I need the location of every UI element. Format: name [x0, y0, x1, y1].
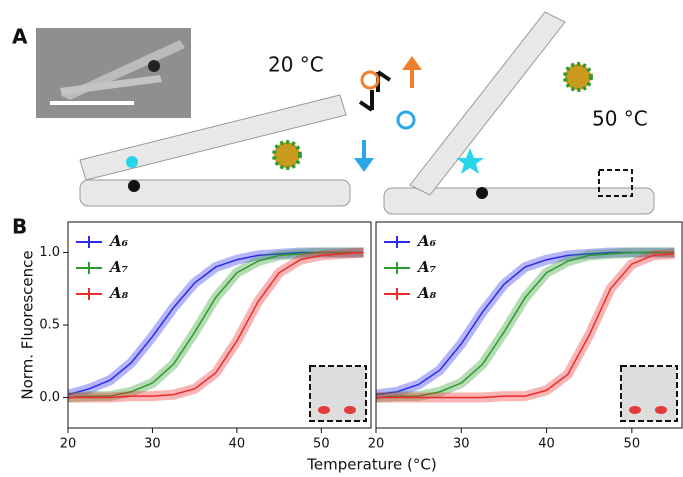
bundle-top [409, 11, 566, 196]
x-tick-label: 50 [313, 437, 330, 452]
scale-bar [50, 101, 134, 105]
inset-dot [318, 406, 330, 414]
bundle-top [79, 94, 347, 181]
arrow-up [402, 56, 422, 88]
axes-frame [67, 221, 372, 429]
charts: 20 30 40 50 0.0 0.5 1.0 A₆ A₇ A₈ Norm. Fluorescenc… [19, 221, 683, 474]
series-line [376, 251, 675, 399]
legend-label: A₆ [416, 232, 437, 250]
inset-dot [655, 406, 667, 414]
thermometer-icon [396, 110, 416, 130]
x-tick-label: 30 [453, 437, 470, 452]
equilibrium-arrow [358, 90, 374, 112]
gold-particle [563, 62, 593, 92]
temperature-label: 50 °C [592, 107, 648, 131]
bundle-bottom [383, 187, 655, 215]
y-axis-label: Norm. Fluorescence [19, 250, 37, 399]
inset-dot [629, 406, 641, 414]
axes-frame [375, 221, 683, 429]
x-tick-label: 50 [624, 437, 641, 452]
panel-label: A [12, 25, 28, 49]
marker [456, 148, 484, 174]
inset-dot [344, 406, 356, 414]
inset-box [620, 365, 678, 422]
inset-box [309, 365, 367, 422]
series-line [376, 253, 675, 399]
temperature-label: 20 °C [268, 53, 324, 77]
legend-label: A₆ [108, 232, 129, 250]
panel-label: B [12, 215, 27, 239]
marker [476, 187, 488, 199]
equilibrium-arrow [376, 70, 392, 92]
micrograph-bundle [60, 75, 162, 95]
bundle-bottom [79, 179, 351, 207]
legend-label: A₈ [108, 284, 129, 302]
marker [126, 156, 138, 168]
x-tick-label: 20 [368, 437, 385, 452]
illustration [36, 11, 655, 215]
dashed-box [598, 169, 633, 197]
series-line [68, 251, 364, 399]
x-tick-label: 20 [60, 437, 77, 452]
marker [128, 180, 140, 192]
x-tick-label: 40 [229, 437, 246, 452]
y-tick-label: 1.0 [39, 245, 60, 260]
x-axis-label: Temperature (°C) [306, 456, 436, 474]
micrograph-particle [148, 60, 160, 72]
series-line [68, 251, 364, 399]
y-tick-label: 0.5 [39, 318, 60, 333]
legend-label: A₈ [416, 284, 437, 302]
gold-particle [272, 140, 302, 170]
thermometer-icon [360, 70, 380, 90]
legend-label: A₇ [416, 258, 437, 276]
x-tick-label: 40 [538, 437, 555, 452]
legend-label: A₇ [108, 258, 129, 276]
arrow-down [354, 140, 374, 172]
y-tick-label: 0.0 [39, 390, 60, 405]
x-tick-label: 30 [144, 437, 161, 452]
